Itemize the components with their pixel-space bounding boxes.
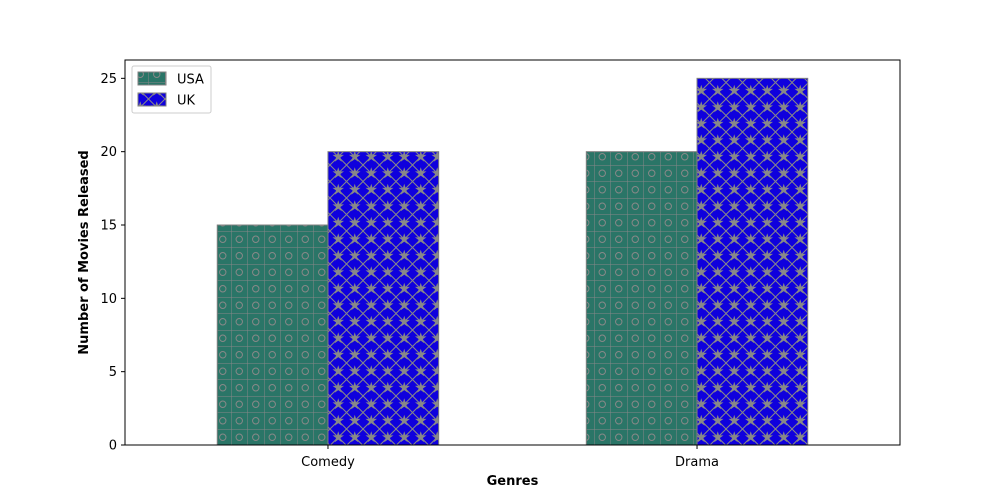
bar-uk-comedy — [327, 151, 440, 446]
x-axis: Comedy Drama — [301, 445, 719, 470]
legend-swatch-usa — [137, 71, 167, 86]
x-tick-label-drama: Drama — [675, 455, 719, 470]
legend-label-uk: UK — [177, 94, 196, 109]
y-tick-label: 0 — [109, 439, 117, 454]
legend-swatch-uk — [137, 92, 167, 107]
y-tick-label: 20 — [100, 145, 117, 160]
plot-frame — [124, 59, 901, 446]
y-tick-label: 25 — [100, 72, 117, 87]
bar-uk-drama — [696, 77, 809, 446]
legend-label-usa: USA — [177, 73, 204, 88]
bar-usa-comedy — [216, 224, 329, 446]
x-tick-label-comedy: Comedy — [301, 455, 355, 470]
y-tick-label: 10 — [100, 292, 117, 307]
y-tick-label: 5 — [109, 365, 117, 380]
bar-usa-drama — [585, 151, 698, 446]
legend: USA UK — [131, 65, 212, 114]
x-axis-title: Genres — [487, 474, 539, 489]
y-axis: 0 5 10 15 20 25 — [100, 72, 125, 454]
bars-layer — [216, 77, 809, 446]
y-axis-title: Number of Movies Released — [77, 150, 92, 354]
y-tick-label: 15 — [100, 219, 117, 234]
